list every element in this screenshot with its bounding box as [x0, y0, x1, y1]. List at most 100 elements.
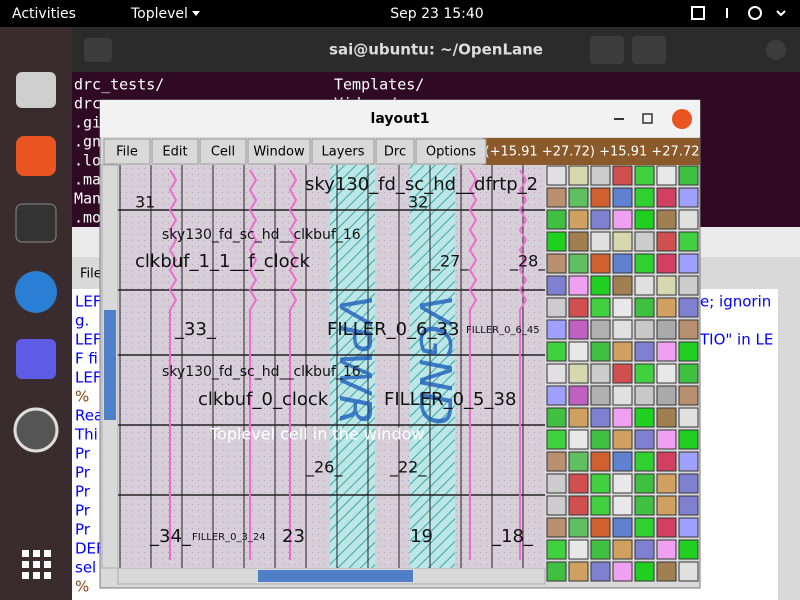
- layer-swatch[interactable]: [568, 429, 589, 450]
- layer-swatch[interactable]: [568, 363, 589, 384]
- menu-button[interactable]: [415, 138, 487, 165]
- layer-swatch[interactable]: [656, 561, 677, 582]
- layer-swatch[interactable]: [656, 451, 677, 472]
- layer-swatch[interactable]: [612, 341, 633, 362]
- layer-swatch[interactable]: [568, 407, 589, 428]
- layer-swatch[interactable]: [612, 187, 633, 208]
- layer-swatch[interactable]: [656, 319, 677, 340]
- close-button[interactable]: [766, 40, 786, 60]
- layer-swatch[interactable]: [656, 363, 677, 384]
- layer-swatch[interactable]: [678, 297, 699, 318]
- layout-canvas[interactable]: VPWR VGND sky130_fd_sc_hd__dfrtp_2 31 32 sky1…: [118, 165, 547, 568]
- layer-swatch[interactable]: [546, 319, 567, 340]
- layer-swatch[interactable]: [678, 231, 699, 252]
- layer-swatch[interactable]: [656, 165, 677, 186]
- layer-swatch[interactable]: [612, 517, 633, 538]
- layer-swatch[interactable]: [656, 385, 677, 406]
- layer-swatch[interactable]: [678, 363, 699, 384]
- menu-label[interactable]: Window: [253, 145, 305, 160]
- layer-swatch[interactable]: [678, 209, 699, 230]
- console-menu[interactable]: File: [80, 267, 102, 282]
- layout-close[interactable]: [672, 109, 692, 129]
- layer-swatch[interactable]: [612, 319, 633, 340]
- layer-swatch[interactable]: [656, 473, 677, 494]
- layer-swatch[interactable]: [546, 187, 567, 208]
- menu-label[interactable]: Cell: [211, 145, 235, 160]
- software-icon[interactable]: [16, 136, 56, 176]
- menu-label[interactable]: Layers: [321, 145, 364, 160]
- layer-swatch[interactable]: [634, 341, 655, 362]
- layer-swatch[interactable]: [546, 539, 567, 560]
- layer-swatch[interactable]: [568, 539, 589, 560]
- layer-swatch[interactable]: [612, 385, 633, 406]
- layer-swatch[interactable]: [568, 517, 589, 538]
- menu-label[interactable]: File: [116, 145, 138, 160]
- layer-swatch[interactable]: [678, 319, 699, 340]
- layer-swatch[interactable]: [546, 341, 567, 362]
- layer-swatch[interactable]: [612, 561, 633, 582]
- layer-swatch[interactable]: [634, 319, 655, 340]
- layer-swatch[interactable]: [546, 495, 567, 516]
- layer-swatch[interactable]: [568, 275, 589, 296]
- layer-swatch[interactable]: [590, 407, 611, 428]
- menu-button[interactable]: [632, 36, 666, 64]
- layer-swatch[interactable]: [634, 297, 655, 318]
- layer-swatch[interactable]: [634, 429, 655, 450]
- layer-swatch[interactable]: [678, 341, 699, 362]
- menu-button[interactable]: [247, 138, 311, 165]
- h-scroll-thumb[interactable]: [258, 570, 413, 582]
- layer-swatch[interactable]: [612, 209, 633, 230]
- layer-swatch[interactable]: [612, 297, 633, 318]
- layer-swatch[interactable]: [546, 297, 567, 318]
- layer-swatch[interactable]: [590, 165, 611, 186]
- layer-swatch[interactable]: [634, 473, 655, 494]
- layer-swatch[interactable]: [568, 319, 589, 340]
- menu-button[interactable]: [151, 138, 199, 165]
- layer-swatch[interactable]: [590, 297, 611, 318]
- menu-button[interactable]: [375, 138, 415, 165]
- layer-swatch[interactable]: [612, 275, 633, 296]
- layer-swatch[interactable]: [568, 495, 589, 516]
- layer-swatch[interactable]: [546, 385, 567, 406]
- layer-swatch[interactable]: [546, 275, 567, 296]
- layer-swatch[interactable]: [546, 363, 567, 384]
- menu-button[interactable]: [199, 138, 247, 165]
- layer-swatch[interactable]: [590, 253, 611, 274]
- layer-swatch[interactable]: [634, 231, 655, 252]
- layer-swatch[interactable]: [634, 561, 655, 582]
- layer-swatch[interactable]: [568, 187, 589, 208]
- layer-swatch[interactable]: [634, 451, 655, 472]
- layer-swatch[interactable]: [612, 253, 633, 274]
- layer-swatch[interactable]: [678, 385, 699, 406]
- clock[interactable]: Sep 23 15:40: [390, 6, 483, 22]
- layer-swatch[interactable]: [612, 231, 633, 252]
- app-menu[interactable]: Toplevel: [130, 6, 188, 22]
- layer-swatch[interactable]: [678, 275, 699, 296]
- layer-swatch[interactable]: [590, 385, 611, 406]
- apps-grid[interactable]: [22, 550, 51, 579]
- new-tab[interactable]: [84, 38, 112, 62]
- console-scrollbar[interactable]: [778, 289, 800, 600]
- layer-swatch[interactable]: [612, 165, 633, 186]
- maximize[interactable]: [642, 113, 653, 124]
- menu-label[interactable]: Options: [426, 145, 476, 160]
- layer-swatch[interactable]: [634, 363, 655, 384]
- layer-swatch[interactable]: [546, 473, 567, 494]
- layer-swatch[interactable]: [678, 539, 699, 560]
- layer-swatch[interactable]: [656, 209, 677, 230]
- layer-swatch[interactable]: [590, 517, 611, 538]
- updater-icon[interactable]: [13, 407, 59, 453]
- system-tray[interactable]: [691, 6, 786, 20]
- layer-swatch[interactable]: [590, 473, 611, 494]
- layer-swatch[interactable]: [546, 231, 567, 252]
- layer-swatch[interactable]: [590, 319, 611, 340]
- menu-button[interactable]: [311, 138, 375, 165]
- menu-label[interactable]: Edit: [162, 145, 187, 160]
- layer-swatch[interactable]: [590, 451, 611, 472]
- layer-swatch[interactable]: [678, 495, 699, 516]
- layer-swatch[interactable]: [590, 187, 611, 208]
- layer-swatch[interactable]: [678, 451, 699, 472]
- layer-swatch[interactable]: [634, 517, 655, 538]
- v-scroll-thumb[interactable]: [104, 310, 116, 420]
- layer-swatch[interactable]: [634, 385, 655, 406]
